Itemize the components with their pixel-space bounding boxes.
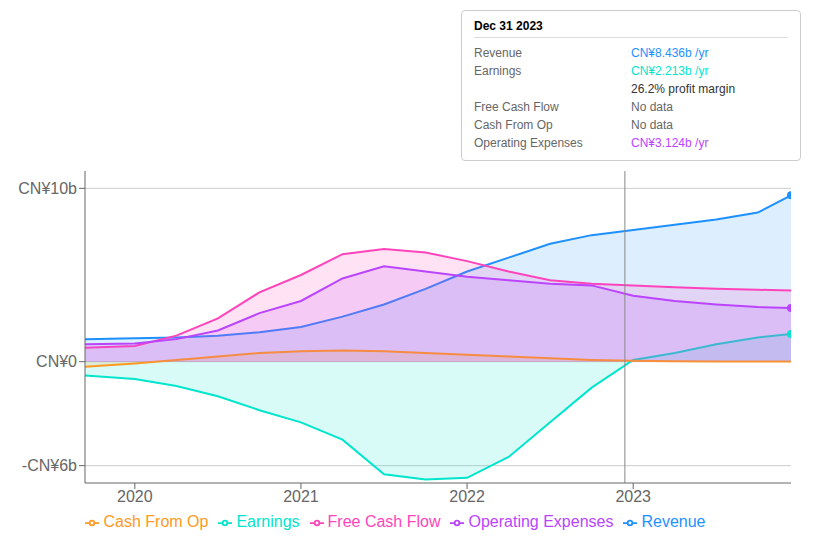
html-text:Earnings: Earnings (474, 64, 522, 78)
html-text:CN¥2.213b /yr: CN¥2.213b /yr (631, 64, 709, 78)
html-text:Dec 31 2023: Dec 31 2023 (474, 19, 543, 33)
html-text:Free Cash Flow: Free Cash Flow (474, 100, 559, 114)
html-text:No data: No data (631, 118, 673, 132)
svg-text:2021: 2021 (283, 488, 319, 505)
html-text:CN¥3.124b /yr: CN¥3.124b /yr (631, 136, 709, 150)
html-text:Cash From Op: Cash From Op (474, 118, 553, 132)
html-text:No data: No data (631, 100, 673, 114)
html-text:Operating Expenses: Operating Expenses (468, 513, 614, 530)
html-text:Cash From Op: Cash From Op (103, 513, 209, 530)
svg-text:2020: 2020 (117, 488, 153, 505)
html-text:Revenue: Revenue (474, 46, 522, 60)
html-text:26.2% profit margin: 26.2% profit margin (631, 82, 736, 96)
html-text:Free Cash Flow: Free Cash Flow (327, 513, 441, 530)
svg-text:2022: 2022 (449, 488, 485, 505)
html-text:Revenue: Revenue (641, 513, 706, 530)
html-text:CN¥8.436b /yr: CN¥8.436b /yr (631, 46, 709, 60)
svg-text:CN¥0: CN¥0 (36, 353, 77, 370)
html-text:Operating Expenses: Operating Expenses (474, 136, 583, 150)
svg-text:-CN¥6b: -CN¥6b (22, 457, 77, 474)
svg-text:2023: 2023 (615, 488, 651, 505)
html-text:Earnings: Earnings (236, 513, 300, 530)
svg-text:CN¥10b: CN¥10b (18, 180, 77, 197)
